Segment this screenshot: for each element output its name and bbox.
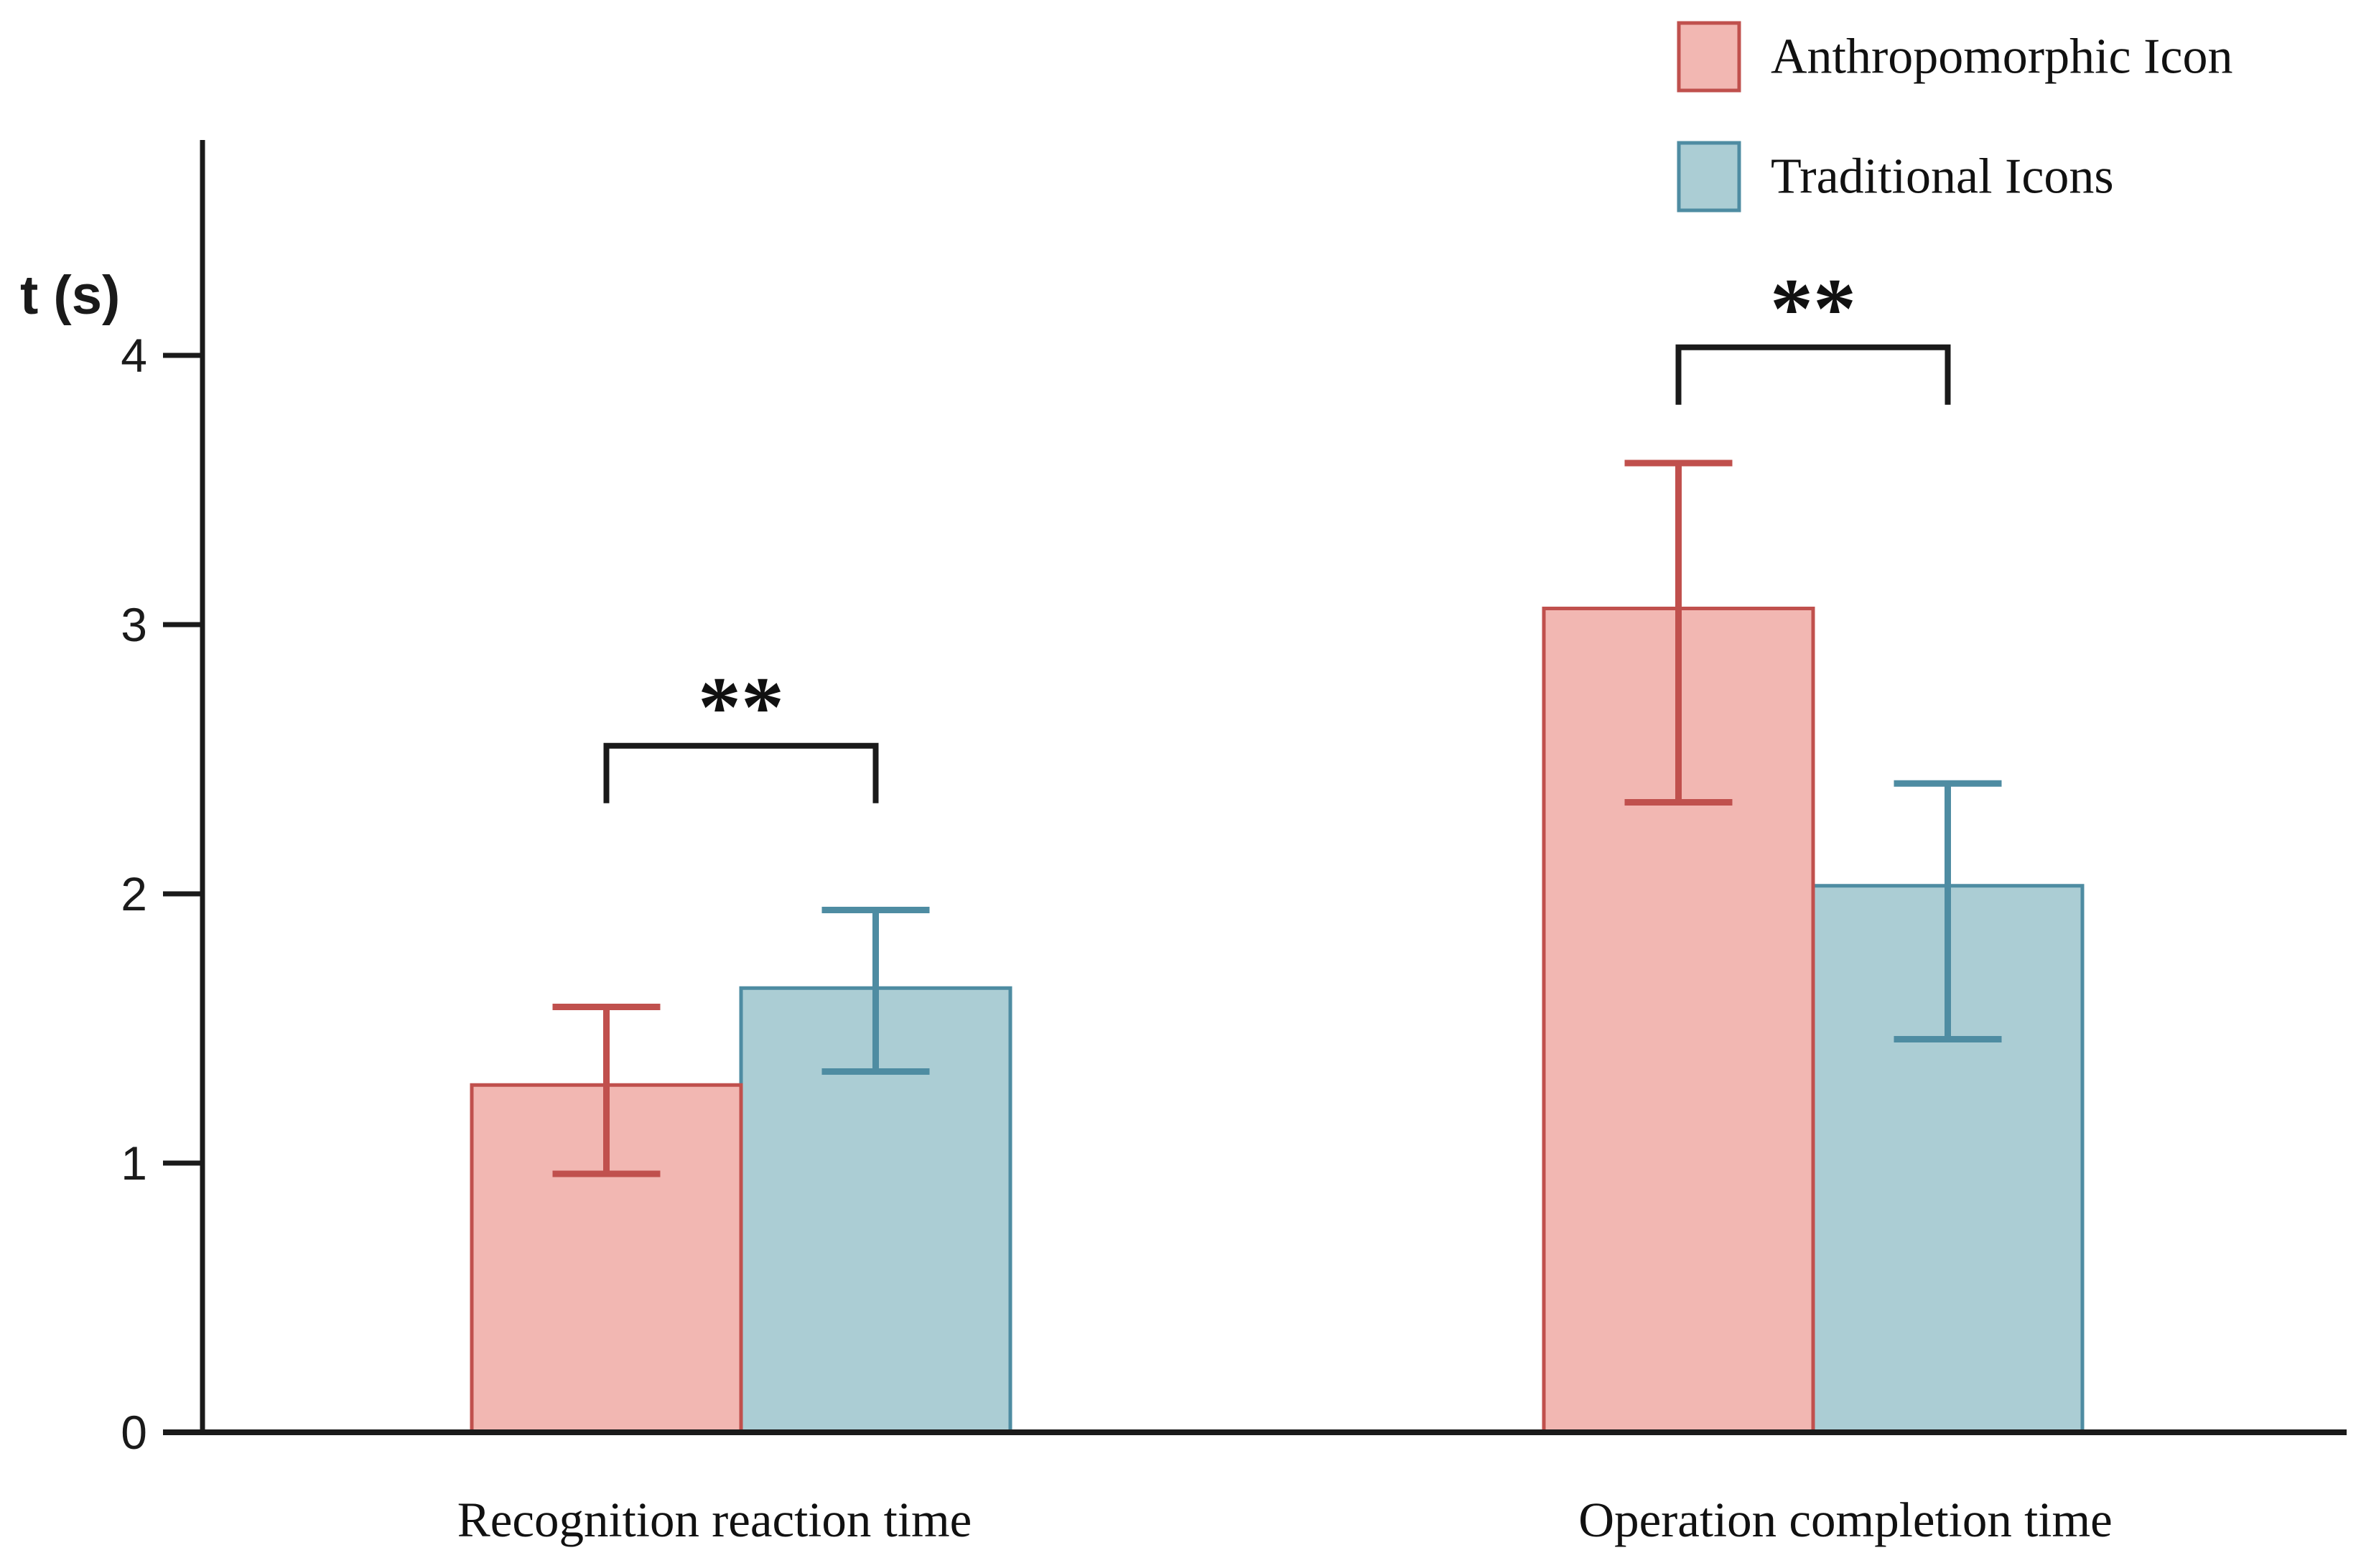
y-axis-title: t (s) [20, 265, 120, 326]
error-bar-traditional-icons-operation [1894, 780, 2002, 1042]
significance-label-recognition: ** [698, 659, 784, 755]
y-tick-label-2: 2 [121, 867, 147, 920]
y-tick-label-3: 3 [121, 598, 147, 651]
y-tick-label-4: 4 [121, 329, 147, 382]
legend-swatch-anthropomorphic-icon [1677, 21, 1741, 93]
error-bar-traditional-icons-recognition [821, 907, 930, 1075]
plot-area: Recognition reaction time Operation compl… [121, 140, 2347, 1547]
legend-label-anthropomorphic-icon: Anthropomorphic Icon [1771, 29, 2232, 85]
significance-bracket-recognition [603, 742, 879, 803]
category-label-operation: Operation completion time [1578, 1493, 2112, 1547]
error-bar-anthropomorphic-icon-recognition [552, 1004, 661, 1177]
category-label-recognition: Recognition reaction time [457, 1493, 972, 1547]
significance-label-operation: ** [1770, 261, 1856, 356]
significance-bracket-operation [1675, 344, 1951, 405]
error-bar-anthropomorphic-icon-operation [1624, 459, 1733, 806]
legend-label-traditional-icons: Traditional Icons [1771, 149, 2114, 205]
legend-swatch-traditional-icons [1677, 141, 1741, 213]
y-tick-label-0: 0 [121, 1406, 147, 1459]
y-tick-label-1: 1 [121, 1137, 147, 1190]
legend: Anthropomorphic Icon Traditional Icons [1677, 21, 2232, 213]
